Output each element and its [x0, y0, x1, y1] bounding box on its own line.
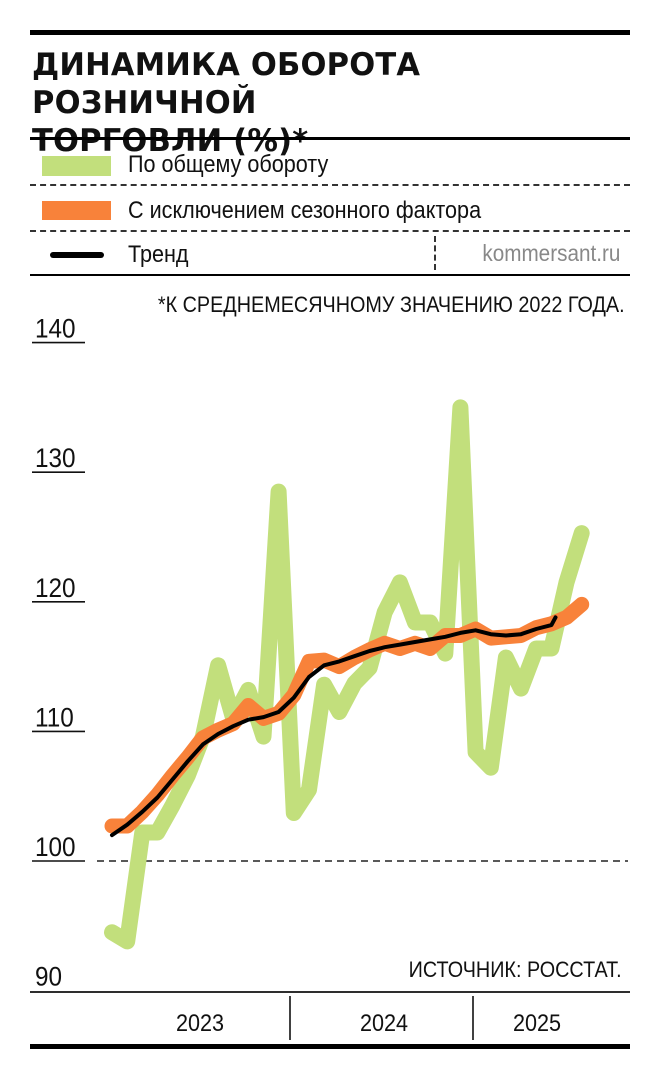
- bottom-rule: [30, 1044, 630, 1049]
- legend-divider: [30, 184, 630, 186]
- legend-divider: [30, 230, 630, 232]
- legend-label: С исключением сезонного фактора: [128, 197, 482, 224]
- y-tick-label: 110: [35, 703, 74, 732]
- footnote: *К СРЕДНЕМЕСЯЧНОМУ ЗНАЧЕНИЮ 2022 ГОДА.: [158, 292, 625, 317]
- chart-title: ДИНАМИКА ОБОРОТА РОЗНИЧНОЙ ТОРГОВЛИ (%)*: [32, 46, 623, 160]
- x-period-label: 2024: [360, 1009, 408, 1036]
- y-tick: 100: [32, 833, 85, 862]
- legend-swatch-black: [50, 252, 104, 258]
- title-bottom-rule: [30, 137, 630, 140]
- y-tick-label: 100: [35, 833, 76, 862]
- title-line-2: ТОРГОВЛИ (%)*: [32, 123, 309, 159]
- y-tick: 140: [32, 314, 85, 344]
- legend-swatch-orange: [42, 201, 111, 220]
- legend-label: Тренд: [128, 241, 189, 268]
- credit-text: kommersant.ru: [481, 240, 620, 266]
- title-line-1: ДИНАМИКА ОБОРОТА РОЗНИЧНОЙ: [32, 47, 421, 121]
- y-tick: 130: [32, 444, 85, 474]
- legend-item-trend: Тренд: [30, 234, 630, 280]
- x-period-label: 2025: [513, 1009, 561, 1036]
- legend-bottom-rule: [30, 274, 630, 276]
- legend-label: По общему обороту: [128, 151, 329, 178]
- legend-item-total: По общему обороту: [30, 144, 630, 190]
- y-tick: 90: [35, 962, 62, 991]
- credit-divider: [434, 236, 436, 270]
- series-total: [104, 399, 590, 950]
- x-period-label: 2023: [176, 1009, 224, 1036]
- y-tick-label: 130: [35, 444, 76, 473]
- y-tick: 120: [32, 574, 85, 603]
- y-tick-label: 90: [35, 962, 62, 991]
- y-axis: 140 130 120 110 100 90: [32, 314, 85, 992]
- y-tick-label: 120: [35, 574, 76, 603]
- y-tick: 110: [32, 703, 85, 733]
- y-tick-label: 140: [35, 314, 76, 343]
- x-axis: 2023 2024 2025: [30, 991, 630, 1049]
- legend-swatch-green: [42, 156, 111, 176]
- legend-item-seasonal: С исключением сезонного фактора: [30, 190, 630, 236]
- source-note: ИСТОЧНИК: РОССТАТ.: [409, 957, 622, 982]
- series-group: [104, 399, 590, 950]
- top-rule: [30, 30, 630, 35]
